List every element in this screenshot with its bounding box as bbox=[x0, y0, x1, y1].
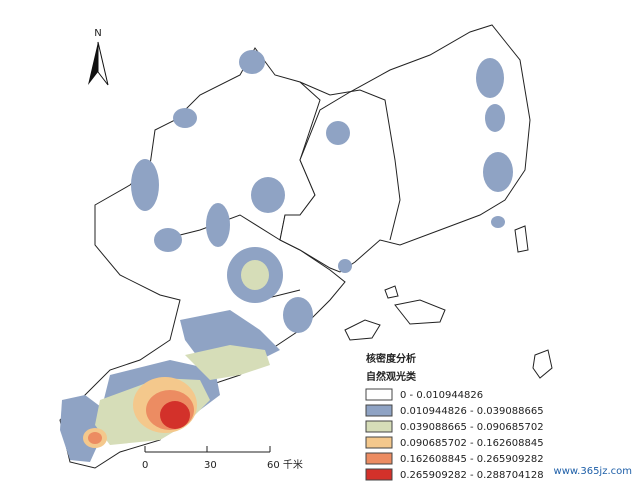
legend-swatch bbox=[365, 436, 393, 449]
legend-swatch bbox=[365, 420, 393, 433]
density-blob bbox=[239, 50, 265, 74]
legend-swatch bbox=[365, 468, 393, 481]
north-arrow-shape bbox=[88, 42, 98, 85]
region-east bbox=[279, 24, 531, 273]
island bbox=[384, 285, 399, 299]
watermark: www.365jz.com bbox=[554, 466, 632, 477]
density-blob bbox=[160, 401, 190, 429]
density-blob bbox=[491, 216, 505, 228]
density-blob bbox=[251, 177, 285, 213]
density-blob bbox=[283, 297, 313, 333]
scale-bar: 0 30 60 千米 bbox=[142, 446, 303, 471]
north-arrow-shape bbox=[97, 41, 109, 86]
density-blob bbox=[154, 228, 182, 252]
density-blob bbox=[88, 432, 102, 444]
legend-swatch bbox=[365, 452, 393, 465]
north-label: N bbox=[94, 28, 101, 39]
north-arrow: N bbox=[88, 28, 109, 86]
scale-label: 0 bbox=[142, 460, 148, 471]
legend-swatch bbox=[365, 388, 393, 401]
legend-label: 0 - 0.010944826 bbox=[400, 390, 483, 401]
density-blob bbox=[185, 345, 270, 380]
scale-line bbox=[144, 446, 271, 453]
legend-label: 0.090685702 - 0.162608845 bbox=[400, 438, 544, 449]
density-surface bbox=[60, 50, 513, 462]
density-blob bbox=[338, 259, 352, 273]
scale-label: 60 千米 bbox=[267, 458, 303, 471]
density-blob bbox=[173, 108, 197, 128]
density-blob bbox=[476, 58, 504, 98]
legend-subtitle: 自然观光类 bbox=[366, 370, 416, 383]
island bbox=[394, 299, 446, 325]
density-blob bbox=[485, 104, 505, 132]
legend-label: 0.010944826 - 0.039088665 bbox=[400, 406, 544, 417]
legend-label: 0.039088665 - 0.090685702 bbox=[400, 422, 544, 433]
scale-label: 30 bbox=[204, 460, 217, 471]
island bbox=[344, 319, 381, 341]
density-blob bbox=[326, 121, 350, 145]
legend: 核密度分析 自然观光类 0 - 0.010944826 0.010944826 -… bbox=[365, 352, 544, 481]
legend-title: 核密度分析 bbox=[366, 352, 416, 365]
density-blob bbox=[206, 203, 230, 247]
legend-label: 0.162608845 - 0.265909282 bbox=[400, 454, 544, 465]
island bbox=[532, 349, 553, 379]
legend-swatch bbox=[365, 404, 393, 417]
density-blob bbox=[131, 159, 159, 211]
density-blob bbox=[241, 260, 269, 290]
legend-label: 0.265909282 - 0.288704128 bbox=[400, 470, 544, 481]
density-blob bbox=[483, 152, 513, 192]
island bbox=[514, 225, 529, 253]
